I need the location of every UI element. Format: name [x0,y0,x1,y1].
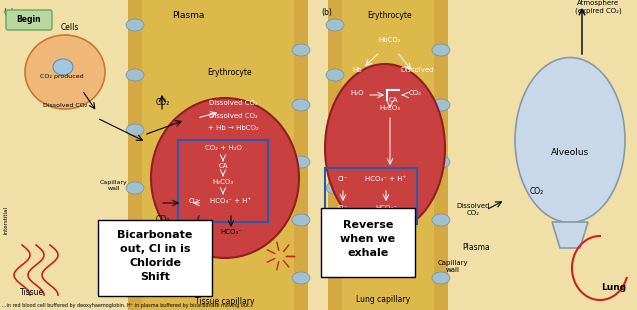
Text: CO₂ produced: CO₂ produced [40,74,84,79]
Ellipse shape [292,44,310,56]
Text: CA: CA [388,97,397,103]
Text: Erythrocyte: Erythrocyte [368,11,412,20]
Text: HCO₃⁻: HCO₃⁻ [220,229,242,235]
Ellipse shape [25,35,105,109]
Text: Hb: Hb [352,67,362,73]
Text: HbCO₂: HbCO₂ [378,37,401,43]
Text: Atmosphere
(expired CO₂): Atmosphere (expired CO₂) [575,0,621,14]
FancyBboxPatch shape [328,0,448,310]
Ellipse shape [326,124,344,136]
Text: Tissue capillary: Tissue capillary [196,297,255,306]
Text: Dissolved: Dissolved [400,67,434,73]
Text: Chloride: Chloride [129,258,181,268]
Ellipse shape [326,19,344,31]
FancyBboxPatch shape [0,0,128,310]
Text: Erythrocyte: Erythrocyte [208,68,252,77]
Text: Begin: Begin [17,16,41,24]
Ellipse shape [326,242,344,254]
FancyBboxPatch shape [294,0,308,310]
Ellipse shape [515,57,625,223]
Text: Lung: Lung [601,283,627,292]
Text: Cl⁻: Cl⁻ [338,176,348,182]
Ellipse shape [432,44,450,56]
Text: Cl⁻: Cl⁻ [189,229,199,235]
Ellipse shape [292,99,310,111]
Text: Interstitial: Interstitial [4,206,9,234]
Text: (b): (b) [321,8,332,17]
Text: (a): (a) [3,8,14,17]
Text: CO₂: CO₂ [530,187,544,196]
Text: HCO₃⁻: HCO₃⁻ [375,205,397,211]
Ellipse shape [126,19,144,31]
Text: CA: CA [218,163,228,169]
Text: HCO₃⁻ + H⁺: HCO₃⁻ + H⁺ [366,176,406,182]
Ellipse shape [326,69,344,81]
Ellipse shape [292,156,310,168]
Text: HCO₃⁻ + H⁺: HCO₃⁻ + H⁺ [210,198,252,204]
Ellipse shape [292,214,310,226]
Text: Dissolved CO₂: Dissolved CO₂ [43,103,87,108]
Text: Cl⁻: Cl⁻ [189,198,199,204]
Text: CO₂: CO₂ [408,90,422,96]
FancyBboxPatch shape [98,220,212,296]
FancyBboxPatch shape [434,0,448,310]
Polygon shape [552,222,588,248]
Text: exhale: exhale [347,248,389,258]
Text: Dissolved CO₂: Dissolved CO₂ [209,113,257,119]
Text: + Hb → HbCO₂: + Hb → HbCO₂ [208,125,259,131]
FancyBboxPatch shape [128,0,308,310]
Ellipse shape [432,156,450,168]
Text: Dissolved
CO₂: Dissolved CO₂ [456,203,490,216]
Text: Capillary
wall: Capillary wall [438,260,468,273]
Text: Shift: Shift [140,272,170,282]
Ellipse shape [432,214,450,226]
Text: CO₂: CO₂ [156,98,170,107]
Ellipse shape [325,64,445,232]
Text: when we: when we [340,234,396,244]
Text: Alveolus: Alveolus [551,148,589,157]
Ellipse shape [432,272,450,284]
Ellipse shape [126,124,144,136]
FancyBboxPatch shape [321,208,415,277]
FancyBboxPatch shape [318,0,637,310]
Text: Lung capillary: Lung capillary [356,295,410,304]
Text: H₂O: H₂O [350,90,364,96]
Ellipse shape [326,182,344,194]
Text: Plasma: Plasma [462,243,490,252]
Text: out, Cl in is: out, Cl in is [120,244,190,254]
FancyBboxPatch shape [328,0,342,310]
Ellipse shape [151,98,299,258]
Ellipse shape [126,182,144,194]
Text: Cells: Cells [61,23,79,32]
Text: CO₂ + H₂O: CO₂ + H₂O [204,145,241,151]
Text: Capillary
wall: Capillary wall [100,180,128,191]
Text: H₂CO₃: H₂CO₃ [380,105,401,111]
Ellipse shape [126,242,144,254]
Text: Cl⁻: Cl⁻ [338,205,348,211]
Text: Reverse: Reverse [343,220,393,230]
Text: H₂CO₃: H₂CO₃ [213,179,234,185]
Ellipse shape [432,99,450,111]
Text: CO₂: CO₂ [156,215,170,224]
Text: ...in red blood cell buffered by deoxyhaemoglobin. H⁺ in plasma buffered by bica: ...in red blood cell buffered by deoxyha… [2,303,254,308]
FancyBboxPatch shape [6,10,52,30]
Ellipse shape [292,272,310,284]
Text: Bicarbonate: Bicarbonate [117,230,192,240]
Text: Dissolved CO₂: Dissolved CO₂ [209,100,257,106]
Text: Plasma: Plasma [172,11,204,20]
Ellipse shape [126,69,144,81]
Text: Tissue: Tissue [20,288,44,297]
FancyBboxPatch shape [128,0,142,310]
Ellipse shape [53,59,73,75]
